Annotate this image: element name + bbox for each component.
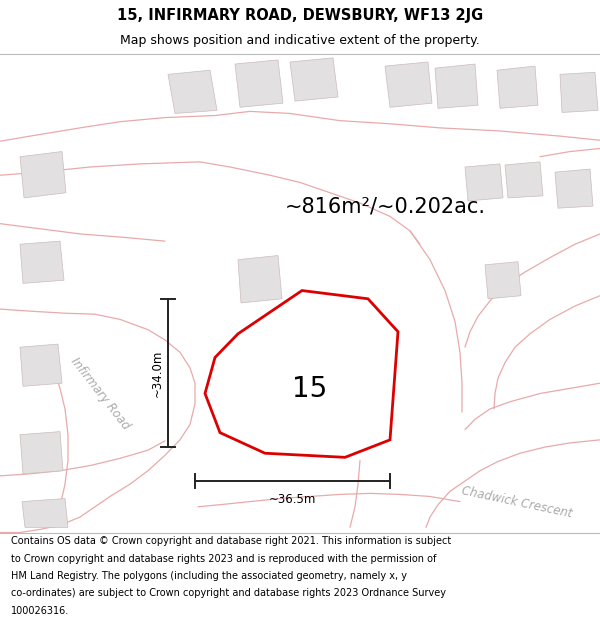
Polygon shape (20, 344, 62, 386)
Text: HM Land Registry. The polygons (including the associated geometry, namely x, y: HM Land Registry. The polygons (includin… (11, 571, 407, 581)
Polygon shape (485, 262, 521, 299)
Polygon shape (238, 256, 282, 303)
Polygon shape (235, 60, 283, 108)
Polygon shape (560, 72, 598, 112)
Text: ~816m²/~0.202ac.: ~816m²/~0.202ac. (285, 196, 486, 216)
Text: to Crown copyright and database rights 2023 and is reproduced with the permissio: to Crown copyright and database rights 2… (11, 554, 436, 564)
Polygon shape (168, 70, 217, 114)
Polygon shape (505, 162, 543, 198)
Text: ~34.0m: ~34.0m (151, 349, 164, 397)
Text: Infirmary Road: Infirmary Road (68, 355, 132, 432)
Polygon shape (20, 432, 63, 474)
Text: 100026316.: 100026316. (11, 606, 69, 616)
Text: Chadwick Crescent: Chadwick Crescent (460, 484, 573, 521)
Text: Map shows position and indicative extent of the property.: Map shows position and indicative extent… (120, 34, 480, 47)
Polygon shape (22, 499, 68, 528)
Polygon shape (555, 169, 593, 208)
Polygon shape (497, 66, 538, 108)
Text: Contains OS data © Crown copyright and database right 2021. This information is : Contains OS data © Crown copyright and d… (11, 536, 451, 546)
Text: 15, INFIRMARY ROAD, DEWSBURY, WF13 2JG: 15, INFIRMARY ROAD, DEWSBURY, WF13 2JG (117, 8, 483, 22)
Polygon shape (290, 58, 338, 101)
Polygon shape (20, 241, 64, 283)
Polygon shape (465, 164, 503, 201)
Text: ~36.5m: ~36.5m (269, 493, 316, 506)
Polygon shape (385, 62, 432, 107)
Polygon shape (20, 151, 66, 198)
Polygon shape (205, 291, 398, 458)
Text: 15: 15 (292, 375, 327, 403)
Polygon shape (435, 64, 478, 108)
Text: co-ordinates) are subject to Crown copyright and database rights 2023 Ordnance S: co-ordinates) are subject to Crown copyr… (11, 588, 446, 598)
